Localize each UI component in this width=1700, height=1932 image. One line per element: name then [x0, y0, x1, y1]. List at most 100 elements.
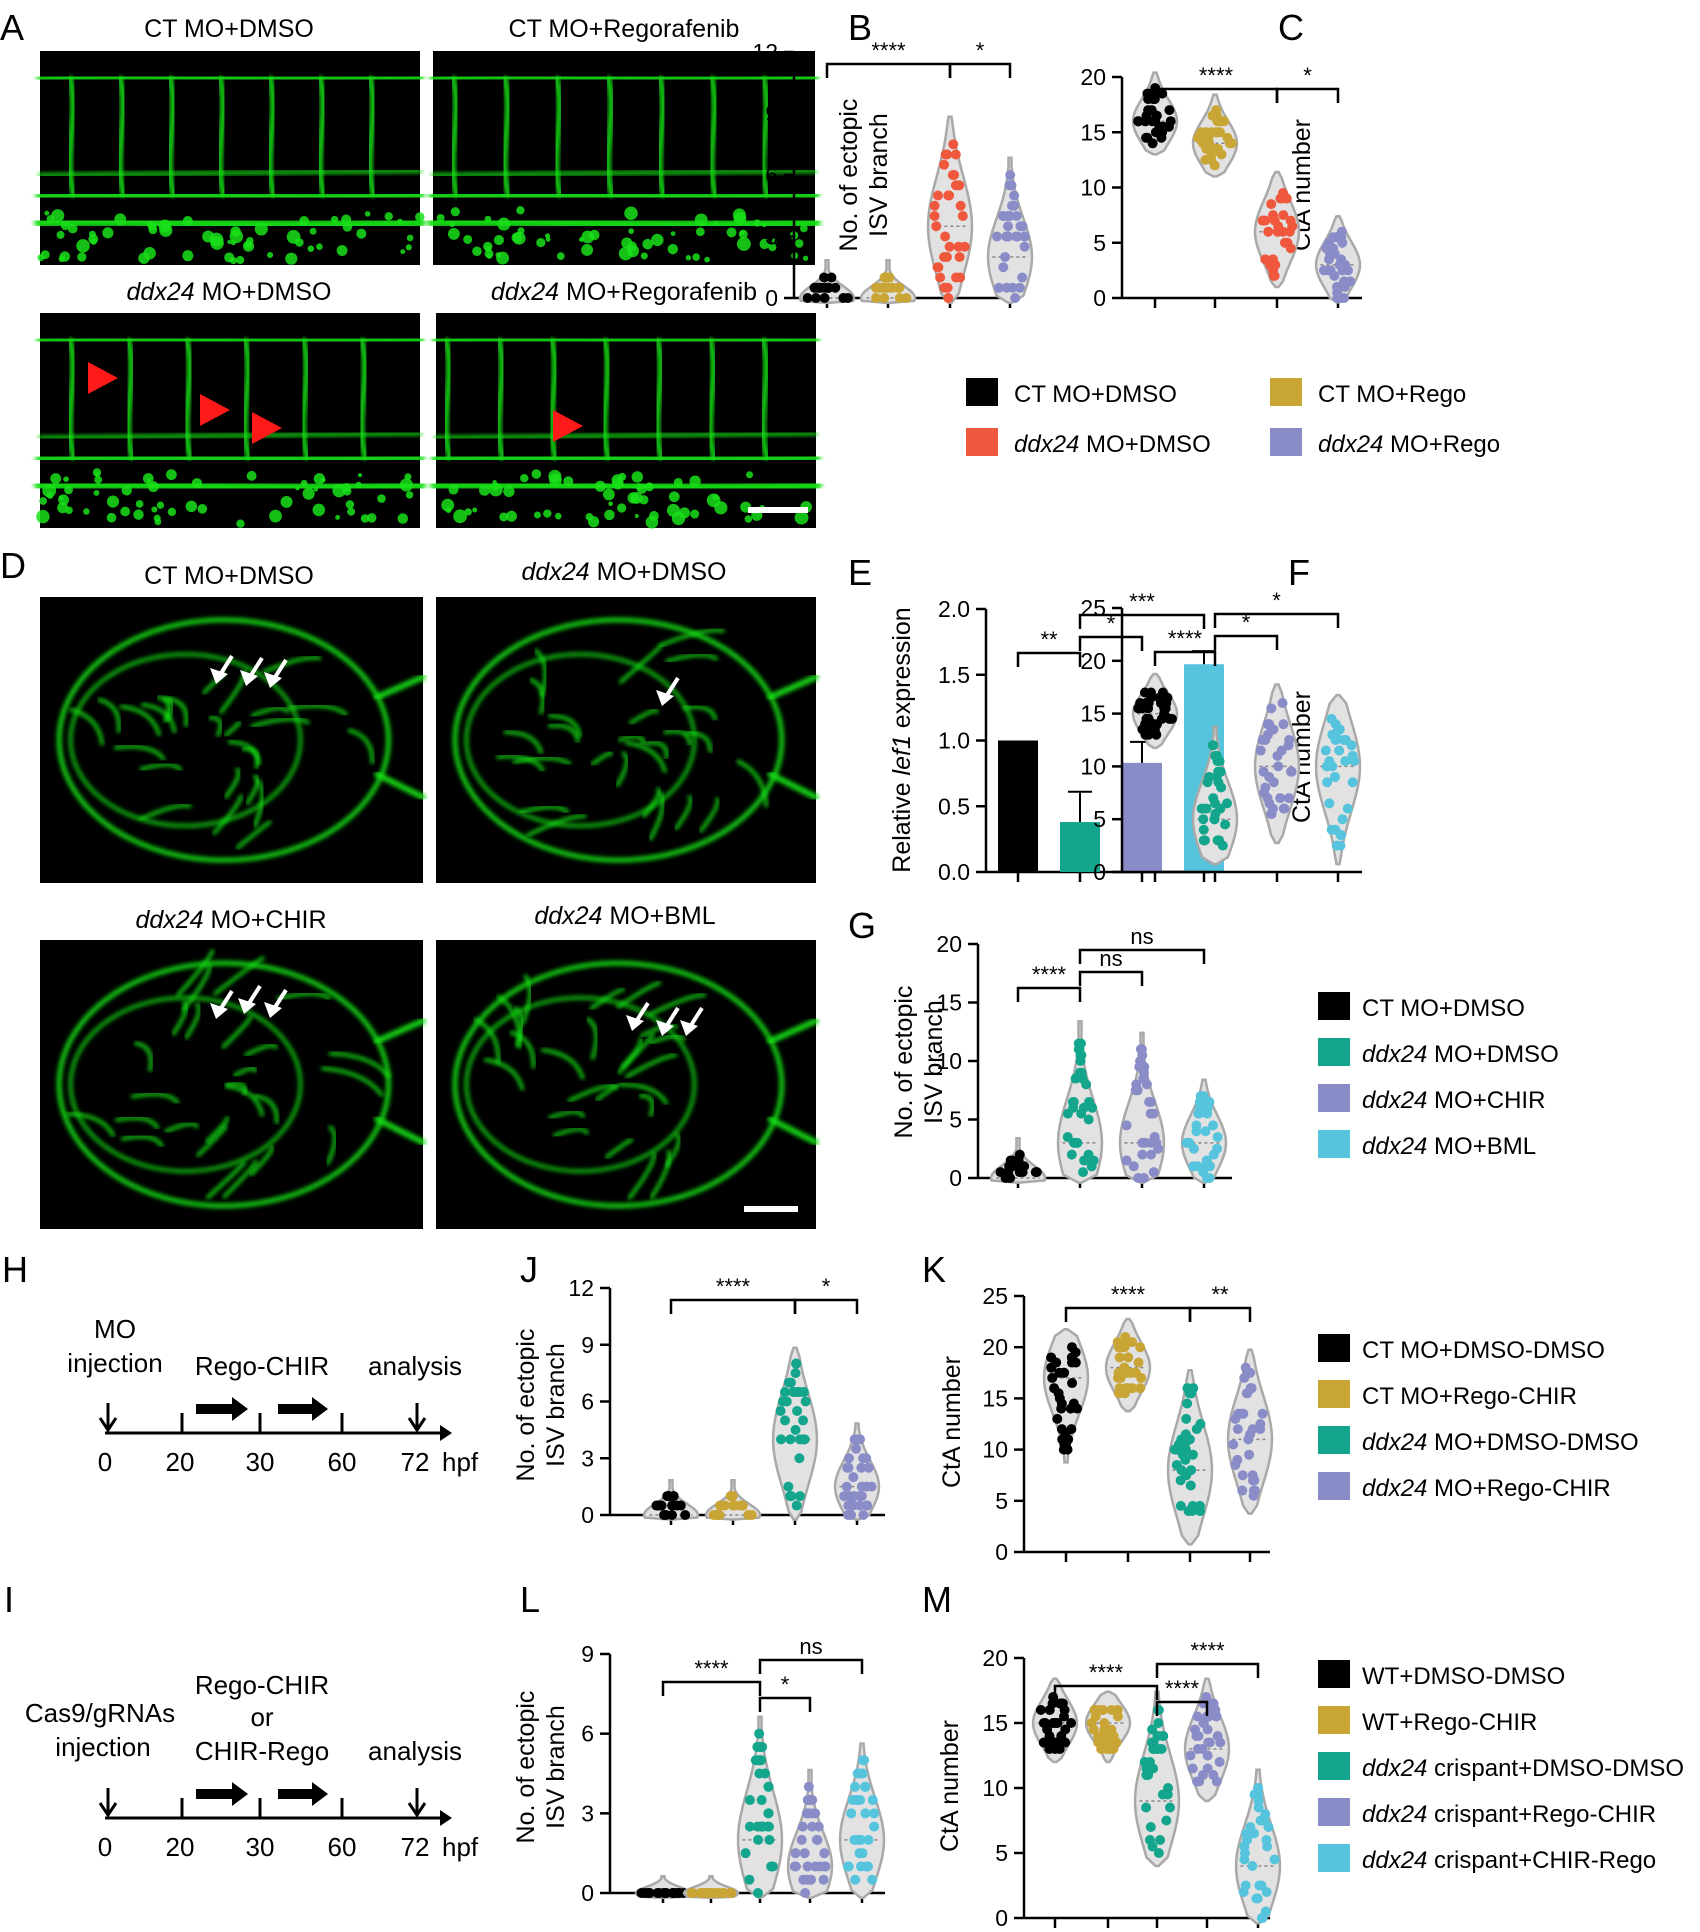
data-point: [858, 1510, 869, 1520]
data-point: [1058, 1444, 1069, 1455]
y-tick-label: 5: [949, 1107, 962, 1133]
data-point: [1260, 215, 1271, 226]
vessel: [205, 1116, 230, 1144]
vessel-blob: [581, 243, 594, 256]
data-point: [1112, 1711, 1123, 1722]
data-point: [1263, 226, 1274, 237]
vessel-blob: [556, 252, 565, 261]
vessel: [374, 1116, 426, 1146]
data-point: [862, 1500, 873, 1511]
legend-label: CT MO+DMSO: [1362, 995, 1525, 1022]
vessel-blob: [644, 482, 654, 492]
significance-bracket: [1155, 1662, 1260, 1678]
data-point: [1114, 1352, 1125, 1363]
significance-bracket: [1064, 1306, 1192, 1322]
vessel-blob: [224, 252, 235, 263]
vessel-blob: [642, 238, 653, 250]
vessel: [519, 805, 569, 815]
significance-label: *: [781, 1672, 790, 1697]
data-point: [1339, 276, 1350, 287]
vessel: [684, 731, 713, 754]
data-point: [1046, 1352, 1057, 1363]
data-point: [1186, 1465, 1197, 1476]
legend-swatch: [1318, 1038, 1350, 1066]
data-point: [1060, 1724, 1071, 1735]
panel-letter-l: L: [520, 1579, 540, 1620]
vessel: [649, 1149, 672, 1200]
vessel-blob: [631, 471, 643, 483]
data-point: [1232, 1454, 1243, 1465]
vessel-blob: [594, 480, 606, 492]
data-point: [1212, 1132, 1223, 1143]
vessel: [244, 1043, 278, 1057]
vessel: [659, 628, 725, 647]
vessel-blob: [639, 495, 649, 505]
data-point: [1203, 1737, 1214, 1748]
y-tick-label: 6: [581, 1721, 594, 1747]
data-point: [1264, 798, 1275, 809]
vessel: [464, 652, 697, 828]
timeline-i-label-injection: injection: [55, 1732, 150, 1762]
data-point: [1195, 1506, 1206, 1517]
data-point: [680, 1510, 691, 1520]
data-point: [756, 1741, 767, 1752]
data-point: [940, 149, 951, 160]
vessel: [431, 168, 817, 178]
data-point: [785, 1434, 796, 1445]
vessel-blob: [269, 509, 282, 523]
data-point: [807, 1795, 818, 1806]
data-point: [1017, 272, 1028, 283]
data-point: [1228, 1439, 1239, 1450]
white-arrow-icon-head: [656, 690, 674, 706]
analysis-arrow-icon-head: [407, 1417, 427, 1433]
data-point: [871, 293, 882, 303]
vessel: [183, 338, 194, 461]
vessel-blob: [746, 471, 754, 479]
vessel: [213, 956, 265, 996]
data-point: [1157, 88, 1168, 99]
vessel-blob: [51, 209, 65, 223]
data-point: [1339, 293, 1350, 303]
vessel-blob: [182, 216, 193, 226]
timeline-i-label-rego-chir: Rego-CHIR: [195, 1670, 329, 1700]
data-point: [1148, 94, 1159, 105]
vessel: [97, 697, 121, 734]
vessel-blob: [336, 245, 348, 256]
vessel: [224, 767, 241, 799]
data-point: [1152, 1731, 1163, 1741]
timeline-h: MO injection Rego-CHIR analysis 0 20 30 …: [67, 1314, 479, 1477]
data-point: [1278, 803, 1289, 814]
data-point: [686, 1888, 697, 1898]
data-point: [1145, 1822, 1156, 1832]
vessel: [236, 820, 272, 850]
data-point: [1334, 745, 1345, 756]
data-point: [1108, 1731, 1119, 1741]
data-point: [1133, 1173, 1144, 1183]
vessel: [682, 705, 718, 721]
vessel-blob: [197, 504, 208, 514]
data-point: [1192, 1711, 1203, 1722]
data-point: [901, 293, 912, 303]
data-point: [1202, 1763, 1213, 1774]
vessel: [513, 1006, 524, 1048]
data-point: [1009, 190, 1020, 201]
data-point: [790, 1368, 801, 1379]
data-point: [867, 1874, 878, 1885]
significance-bracket: [1016, 986, 1082, 1002]
y-tick-label: 15: [1080, 701, 1106, 727]
white-arrow-icon-head: [240, 670, 258, 686]
data-point: [863, 1834, 874, 1845]
analysis-arrow-icon-head: [407, 1802, 427, 1818]
vessel-blob: [640, 252, 648, 260]
data-point: [1035, 1705, 1046, 1715]
legend-label: ddx24 crispant+Rego-CHIR: [1362, 1801, 1656, 1828]
data-point: [1175, 1475, 1186, 1486]
y-axis-label: ISV branch: [920, 1000, 948, 1124]
vessel-blob: [154, 518, 162, 526]
data-point: [811, 1834, 822, 1845]
vessel: [114, 1116, 160, 1130]
timeline-h-tick-label: 20: [166, 1447, 195, 1477]
significance-bracket: [1155, 1700, 1209, 1716]
significance-bracket: [1016, 651, 1082, 667]
timeline-h-axis-arrowhead: [440, 1425, 452, 1441]
